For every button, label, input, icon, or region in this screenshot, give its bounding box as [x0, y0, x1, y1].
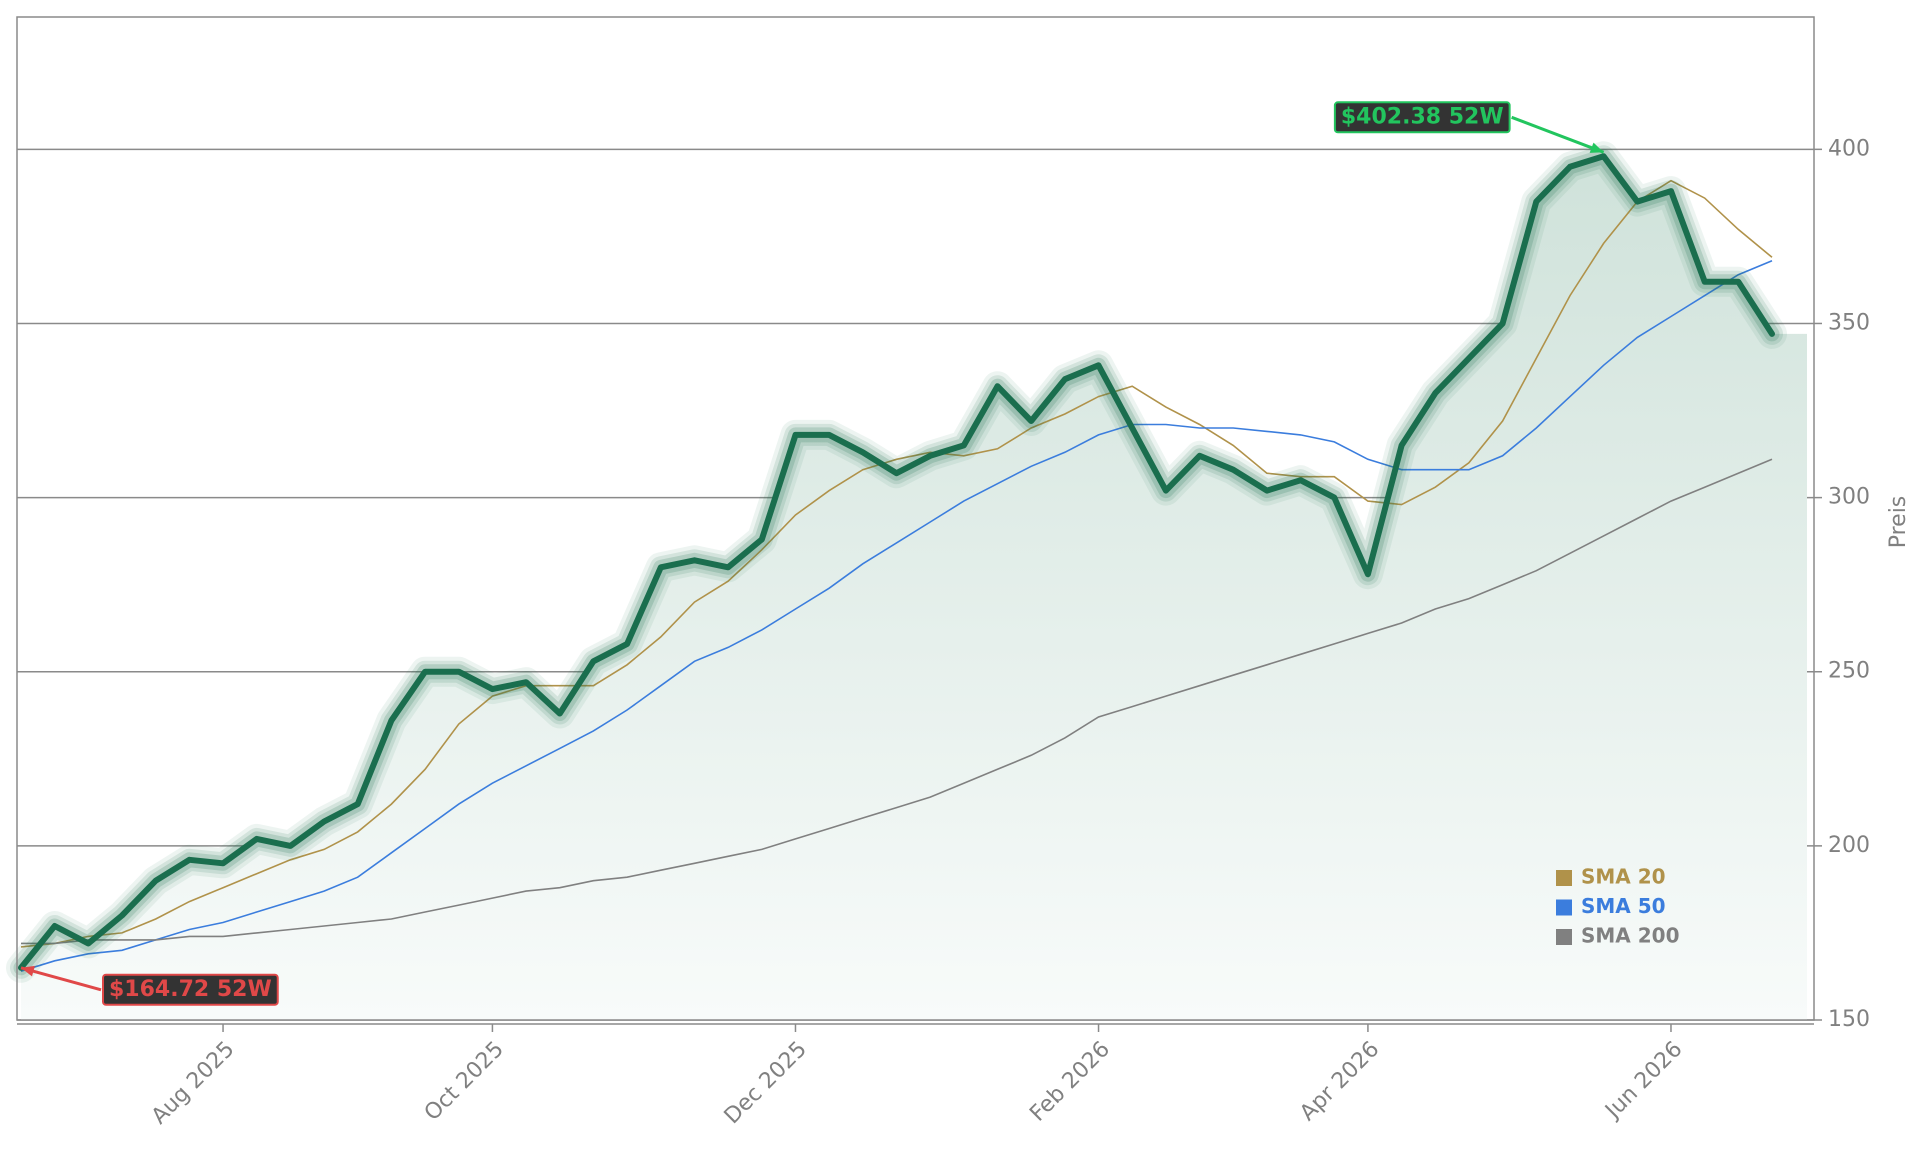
x-tick-label: Dec 2025 [720, 1037, 812, 1129]
sma-line [20, 260, 1773, 972]
legend-label: SMA 20 [1581, 865, 1666, 889]
y-axis-label: Preis [1886, 496, 1911, 549]
annotation-arrow [1511, 115, 1605, 154]
annotation-box [1333, 101, 1511, 134]
legend-swatch [1556, 929, 1572, 945]
annotation-arrow [20, 966, 102, 992]
annotation: $402.38 52W [1333, 101, 1605, 154]
annotation-text: $164.72 52W [109, 977, 272, 1002]
annotation-arrowhead [21, 965, 35, 977]
annotation-arrowhead [1589, 142, 1604, 153]
x-tick-label: Jun 2026 [1600, 1037, 1688, 1125]
price-line [18, 153, 1775, 971]
annotation-box [102, 973, 279, 1006]
y-tick-label: 150 [1828, 1007, 1870, 1032]
legend-label: SMA 200 [1581, 924, 1680, 948]
sma-line [20, 179, 1773, 948]
legend-swatch [1556, 899, 1572, 916]
y-tick-label: 350 [1828, 310, 1870, 335]
x-tick-label: Feb 2026 [1025, 1037, 1115, 1127]
annotation: $164.72 52W [20, 965, 279, 1006]
legend-swatch [1556, 870, 1572, 886]
sma-line [21, 458, 1773, 945]
annotation-text: $402.38 52W [1341, 104, 1504, 129]
y-tick-label: 250 [1828, 659, 1870, 684]
y-tick-label: 400 [1828, 136, 1870, 161]
plot-frame [16, 16, 1815, 1021]
y-tick-label: 200 [1828, 833, 1870, 858]
x-tick-label: Oct 2025 [420, 1037, 509, 1126]
legend-label: SMA 50 [1581, 894, 1666, 918]
x-tick-label: Apr 2026 [1295, 1037, 1384, 1126]
price-area [21, 156, 1807, 1021]
x-tick-label: Aug 2025 [147, 1037, 240, 1130]
y-tick-label: 300 [1828, 485, 1870, 510]
